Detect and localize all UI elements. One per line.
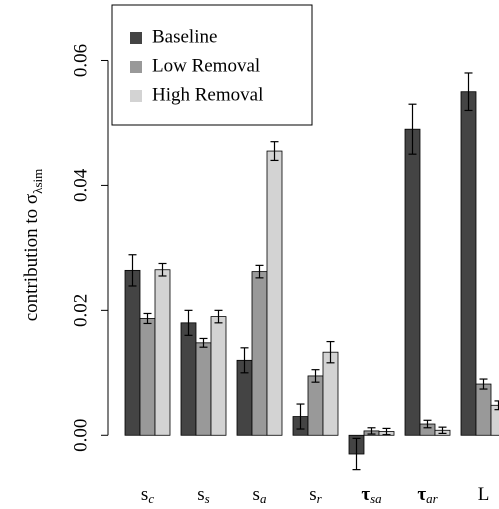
bar — [322, 351, 339, 436]
error-bar — [128, 254, 137, 287]
error-bar — [438, 426, 447, 434]
legend: Baseline Low Removal High Removal — [111, 4, 313, 126]
y-tick-label: 0.04 — [70, 168, 91, 202]
error-bar — [143, 312, 152, 325]
legend-label: Baseline — [152, 26, 217, 47]
legend-swatch — [130, 61, 142, 73]
bar — [139, 318, 156, 436]
y-tick-label: 0.02 — [70, 294, 91, 327]
category-base: L — [478, 484, 490, 505]
y-axis-title: contribution to σλsim — [21, 169, 45, 322]
error-bar — [158, 262, 167, 277]
error-bar — [311, 369, 320, 383]
category-subscript: s — [205, 491, 210, 506]
error-bar — [270, 141, 279, 162]
bar — [307, 375, 324, 436]
bar — [460, 91, 477, 436]
error-bar — [408, 103, 417, 155]
y-tick-label: 0.00 — [70, 419, 91, 452]
error-bar — [240, 347, 249, 374]
bar — [251, 271, 268, 436]
category-base: s — [253, 484, 260, 505]
category-subscript: sa — [370, 491, 382, 506]
error-bar — [479, 378, 488, 390]
x-tick-label: sr — [309, 484, 322, 506]
error-bar — [184, 309, 193, 336]
legend-label: High Removal — [152, 84, 263, 105]
x-tick-label: τar — [417, 484, 438, 506]
bar — [195, 342, 212, 436]
legend-swatch — [130, 32, 142, 44]
error-bar — [367, 427, 376, 435]
category-subscript: a — [260, 491, 267, 506]
bar — [154, 269, 171, 436]
x-tick-label: sc — [141, 484, 154, 506]
legend-label: Low Removal — [152, 55, 260, 76]
x-tick-label: sa — [253, 484, 267, 506]
error-bar — [255, 264, 264, 279]
category-base: τ — [361, 484, 370, 505]
category-subscript: c — [148, 491, 154, 506]
bar — [266, 150, 283, 436]
bar — [404, 128, 421, 436]
x-tick-label: ss — [197, 484, 209, 506]
y-label-subscript: λsim — [30, 169, 45, 194]
bar — [475, 383, 492, 436]
category-base: τ — [417, 484, 426, 505]
category-subscript: ar — [426, 491, 439, 506]
y-label-text: contribution to σ — [21, 194, 42, 321]
y-label: contribution to σλsim — [21, 169, 45, 322]
bar — [210, 316, 227, 436]
y-tick-label: 0.06 — [70, 44, 91, 77]
error-bar — [423, 419, 432, 429]
category-subscript: r — [317, 491, 323, 506]
category-base: s — [141, 484, 148, 505]
legend-box — [111, 4, 313, 126]
category-base: s — [197, 484, 204, 505]
error-bar — [352, 437, 361, 471]
error-bar — [464, 72, 473, 112]
x-tick-label: L — [478, 484, 490, 505]
bar — [180, 322, 197, 436]
error-bar — [296, 403, 305, 430]
bar — [124, 269, 141, 436]
error-bar — [199, 337, 208, 348]
x-tick-label: τsa — [361, 484, 382, 506]
error-bar — [214, 309, 223, 324]
error-bar — [382, 427, 391, 436]
legend-swatch — [130, 90, 142, 102]
category-base: s — [309, 484, 316, 505]
error-bar — [326, 340, 335, 364]
